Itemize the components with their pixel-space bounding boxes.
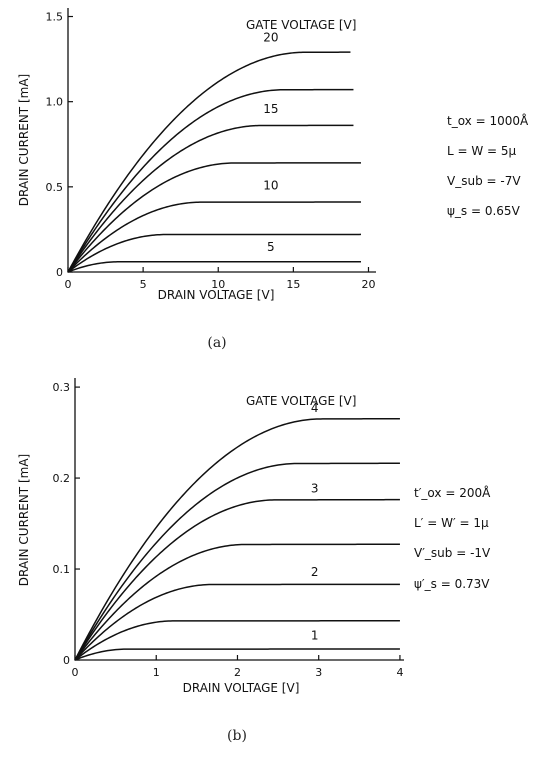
chart-a-param-tox: t_ox = 1000Å — [447, 113, 529, 128]
chart-b-curve-label: 2 — [311, 565, 319, 579]
chart-b-curve — [74, 543, 400, 661]
chart-a-curve — [67, 233, 361, 273]
chart-b: 0 1 2 3 4 0 0.1 0.2 0.3 4 3 2 1 GATE VOLTAGE [V] D… — [17, 378, 491, 744]
chart-b-x-tick-label: 4 — [396, 666, 403, 679]
chart-b-curve-label: 1 — [311, 629, 319, 643]
chart-b-curve — [74, 620, 400, 661]
chart-a-curve — [67, 162, 361, 273]
chart-a-y-tick-label: 1.5 — [46, 11, 64, 24]
chart-b-curve — [74, 583, 400, 661]
chart-a-x-tick-label: 0 — [65, 278, 72, 291]
chart-b-y-tick-label: 0.2 — [53, 472, 71, 485]
chart-b-param-tox: t′_ox = 200Å — [414, 485, 491, 500]
chart-a-y-axis-label: DRAIN CURRENT [mA] — [17, 74, 31, 206]
chart-b-x-tick-label: 1 — [153, 666, 160, 679]
chart-a-y-tick-label: 0.5 — [46, 181, 64, 194]
chart-b-x-tick-label: 0 — [72, 666, 79, 679]
chart-b-x-axis-label: DRAIN VOLTAGE [V] — [183, 681, 300, 695]
chart-a-curve — [67, 201, 361, 273]
chart-b-curve-label: 3 — [311, 481, 319, 495]
chart-b-x-tick-label: 2 — [234, 666, 241, 679]
chart-a: 0 5 10 15 20 0 0.5 1.0 1.5 20 15 10 5 GATE VOLTAGE… — [17, 8, 529, 351]
chart-b-y-tick-label: 0 — [63, 654, 70, 667]
chart-a-caption: (a) — [207, 335, 226, 351]
chart-b-axes — [74, 378, 404, 661]
chart-b-caption: (b) — [227, 728, 247, 744]
chart-a-x-tick-label: 5 — [140, 278, 147, 291]
chart-a-curve-label: 20 — [263, 30, 278, 44]
chart-a-y-tick-label: 0 — [56, 266, 63, 279]
chart-a-curve — [67, 261, 361, 273]
chart-a-param-psi: ψ_s = 0.65V — [447, 204, 521, 218]
chart-a-curve-label: 15 — [263, 102, 278, 116]
chart-a-param-vsub: V_sub = -7V — [447, 174, 521, 188]
chart-a-y-tick-label: 1.0 — [46, 96, 64, 109]
chart-b-params: t′_ox = 200Å L′ = W′ = 1μ V′_sub = -1V ψ… — [414, 485, 491, 591]
chart-b-curve — [74, 462, 400, 661]
chart-b-param-vsub: V′_sub = -1V — [414, 546, 491, 560]
chart-a-x-tick-label: 15 — [286, 278, 300, 291]
chart-b-y-tick-label: 0.3 — [53, 381, 71, 394]
chart-b-curve — [74, 498, 400, 661]
chart-a-curve — [67, 51, 351, 273]
chart-b-curve — [74, 417, 400, 661]
chart-b-x-tick-label: 3 — [315, 666, 322, 679]
chart-a-x-tick-label: 10 — [211, 278, 225, 291]
chart-b-curve — [74, 648, 400, 661]
chart-b-curve-label: 4 — [311, 401, 319, 415]
chart-b-param-psi: ψ′_s = 0.73V — [414, 577, 490, 591]
chart-a-param-lw: L = W = 5μ — [447, 144, 517, 158]
chart-b-param-lw: L′ = W′ = 1μ — [414, 516, 489, 530]
chart-a-legend-title: GATE VOLTAGE [V] — [246, 18, 356, 32]
chart-a-curve-label: 10 — [263, 179, 278, 193]
chart-b-legend-title: GATE VOLTAGE [V] — [246, 394, 356, 408]
chart-a-curve — [67, 124, 354, 273]
chart-a-x-axis-label: DRAIN VOLTAGE [V] — [158, 288, 275, 302]
chart-b-y-tick-label: 0.1 — [53, 563, 71, 576]
chart-b-y-axis-label: DRAIN CURRENT [mA] — [17, 454, 31, 586]
chart-a-curve-label: 5 — [267, 240, 275, 254]
chart-a-curve — [67, 88, 354, 273]
chart-a-params: t_ox = 1000Å L = W = 5μ V_sub = -7V ψ_s … — [447, 113, 529, 218]
chart-a-x-tick-label: 20 — [361, 278, 375, 291]
